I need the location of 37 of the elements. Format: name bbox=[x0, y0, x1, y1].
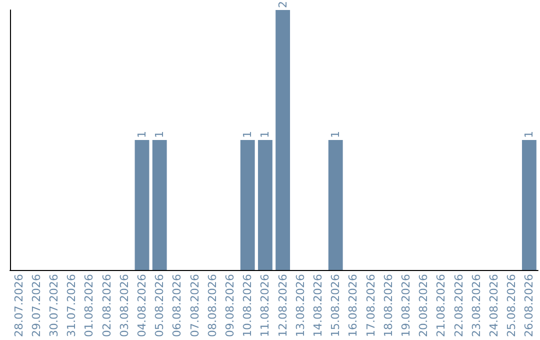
x-tick-label: 11.08.2026 bbox=[258, 274, 272, 337]
x-tick-label: 20.08.2026 bbox=[417, 274, 430, 337]
x-tick-label: 01.08.2026 bbox=[82, 274, 96, 337]
x-tick-label: 29.07.2026 bbox=[30, 274, 43, 337]
x-tick-label: 13.08.2026 bbox=[294, 274, 307, 337]
data-label: 2 bbox=[276, 1, 290, 8]
x-tick-label: 30.07.2026 bbox=[48, 274, 60, 337]
x-tick-label: 28.07.2026 bbox=[12, 274, 26, 337]
x-tick-label: 16.08.2026 bbox=[346, 274, 360, 337]
x-tick-label: 05.08.2026 bbox=[153, 274, 166, 337]
x-tick-label: 19.08.2026 bbox=[400, 274, 412, 337]
data-label: 1 bbox=[522, 131, 536, 138]
x-tick-label: 24.08.2026 bbox=[488, 274, 500, 337]
x-tick-label: 23.08.2026 bbox=[470, 274, 483, 337]
x-tick-label: 26.08.2026 bbox=[522, 274, 536, 337]
x-tick-label: 31.07.2026 bbox=[65, 274, 78, 337]
x-tick-label: 15.08.2026 bbox=[329, 274, 342, 337]
x-tick-label: 03.08.2026 bbox=[118, 274, 131, 337]
x-tick-label: 14.08.2026 bbox=[312, 274, 324, 337]
x-tick-label: 04.08.2026 bbox=[136, 274, 148, 337]
x-tick-label: 02.08.2026 bbox=[100, 274, 114, 337]
x-tick-label: 07.08.2026 bbox=[188, 274, 202, 337]
x-tick-label: 18.08.2026 bbox=[382, 274, 395, 337]
x-tick-label: 10.08.2026 bbox=[241, 274, 254, 337]
x-tick-label: 08.08.2026 bbox=[206, 274, 219, 337]
data-label: 1 bbox=[136, 131, 148, 138]
data-label: 1 bbox=[258, 131, 272, 138]
x-tick-label: 22.08.2026 bbox=[452, 274, 466, 337]
data-label: 1 bbox=[241, 131, 254, 138]
x-tick-label: 12.08.2026 bbox=[276, 274, 290, 337]
data-label: 1 bbox=[153, 131, 166, 138]
x-tick-label: 09.08.2026 bbox=[224, 274, 236, 337]
x-tick-label: 21.08.2026 bbox=[434, 274, 448, 337]
data-label: 1 bbox=[329, 131, 342, 138]
x-tick-label: 25.08.2026 bbox=[505, 274, 518, 337]
x-tick-label: 06.08.2026 bbox=[170, 274, 184, 337]
x-tick-label: 17.08.2026 bbox=[364, 274, 378, 337]
